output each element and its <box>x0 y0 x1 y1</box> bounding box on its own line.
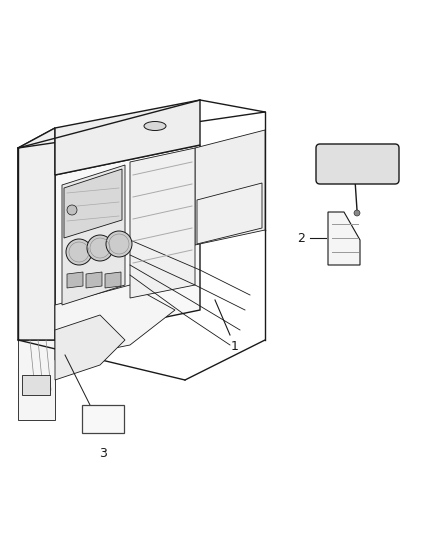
Polygon shape <box>55 315 125 380</box>
Ellipse shape <box>144 122 166 131</box>
Polygon shape <box>62 165 125 305</box>
Polygon shape <box>197 183 262 244</box>
Polygon shape <box>195 130 265 245</box>
Polygon shape <box>328 212 360 265</box>
Text: 1: 1 <box>231 340 239 353</box>
Polygon shape <box>55 100 200 175</box>
Polygon shape <box>18 128 55 260</box>
Polygon shape <box>130 148 195 298</box>
Polygon shape <box>67 272 83 288</box>
FancyBboxPatch shape <box>316 144 399 184</box>
Text: 2: 2 <box>297 231 305 245</box>
Circle shape <box>87 235 113 261</box>
Circle shape <box>106 231 132 257</box>
Text: 3: 3 <box>99 447 107 460</box>
Polygon shape <box>86 272 102 288</box>
Polygon shape <box>64 169 122 238</box>
Circle shape <box>67 205 77 215</box>
Polygon shape <box>55 145 200 340</box>
Polygon shape <box>18 340 55 420</box>
Circle shape <box>66 239 92 265</box>
Circle shape <box>354 210 360 216</box>
Bar <box>82 405 124 433</box>
Polygon shape <box>55 285 175 360</box>
Polygon shape <box>22 375 50 395</box>
Polygon shape <box>18 128 55 340</box>
Polygon shape <box>105 272 121 288</box>
